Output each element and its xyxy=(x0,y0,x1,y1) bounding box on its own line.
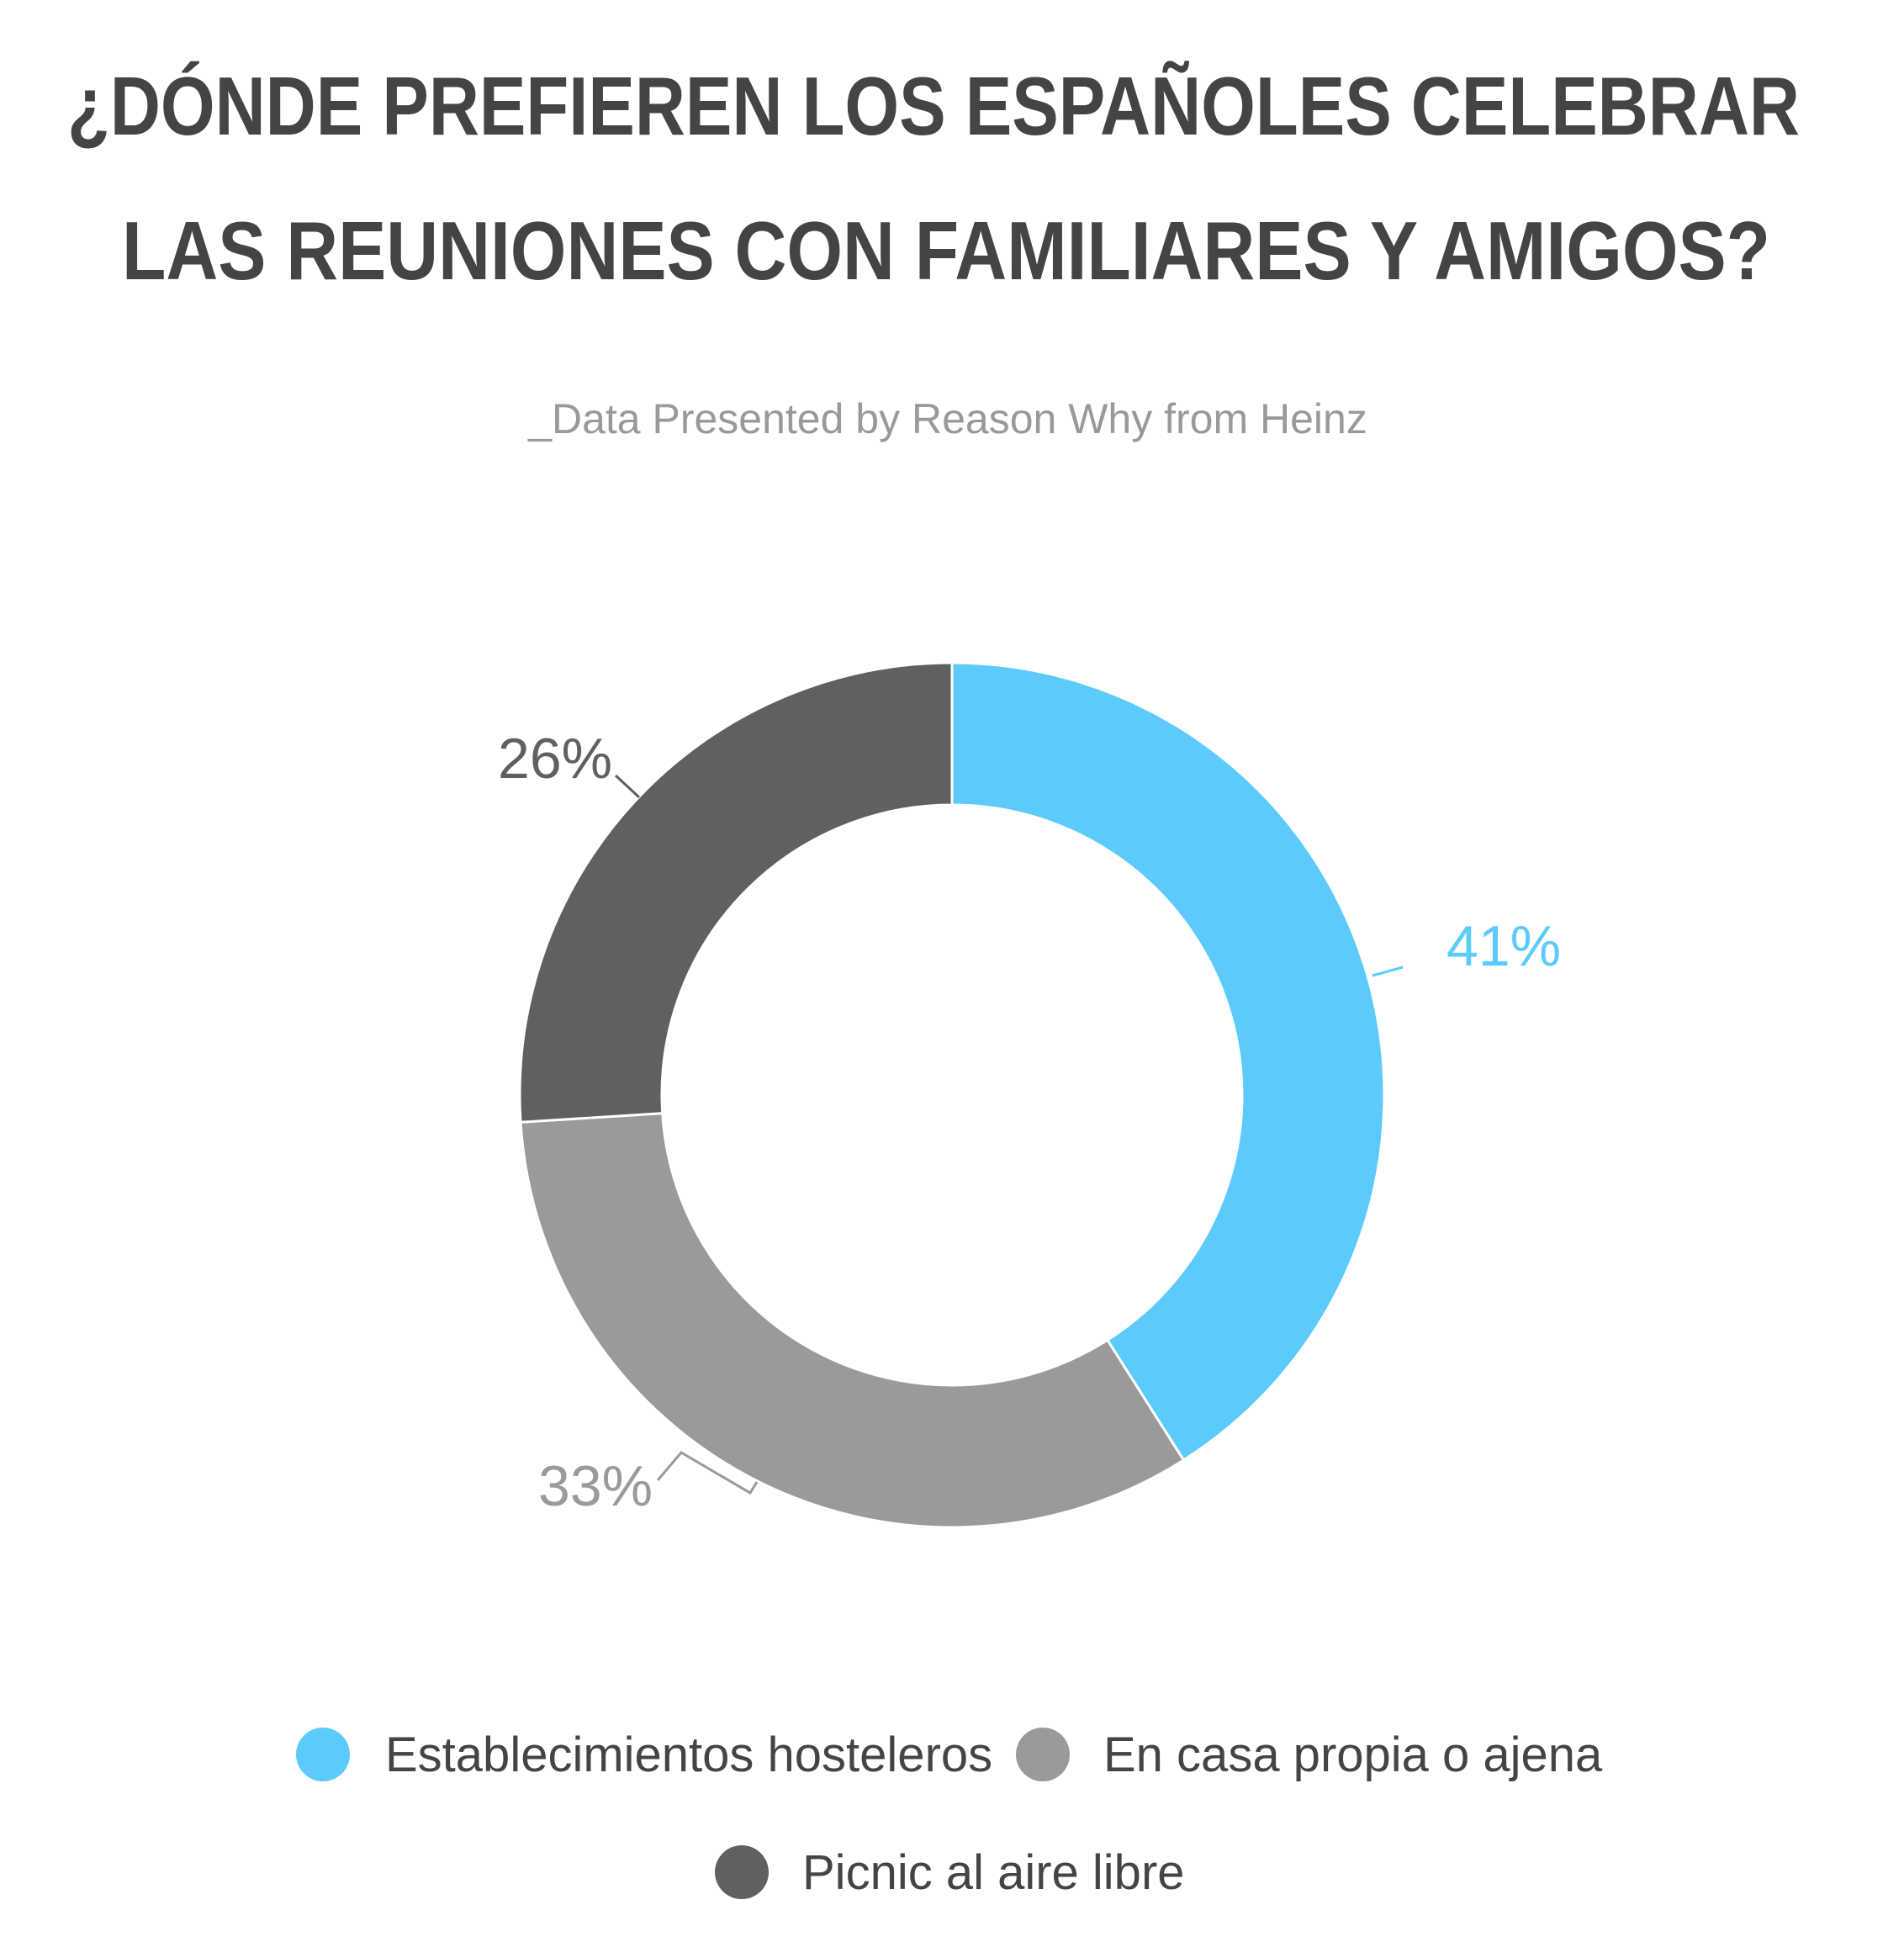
slice-en-casa-propia-o-ajena xyxy=(519,1112,1186,1529)
slice-labels: 41% 33% 26% xyxy=(498,727,1561,1518)
data-label-en-casa-propia-o-ajena: 33% xyxy=(538,1454,653,1518)
donut-slices xyxy=(518,661,1386,1529)
legend-swatch-establecimientos-hosteleros xyxy=(296,1728,350,1781)
legend-label-en-casa-propia-o-ajena: En casa propia o ajena xyxy=(1103,1728,1603,1782)
chart-subtitle: _Data Presented by Reason Why from Heinz xyxy=(527,395,1367,442)
slice-establecimientos-hosteleros xyxy=(950,661,1386,1463)
chart-title-line-2: LAS REUNIONES CON FAMILIARES Y AMIGOS? xyxy=(122,204,1770,297)
legend: Establecimientos hosteleros En casa propi… xyxy=(296,1728,1603,1900)
legend-label-establecimientos-hosteleros: Establecimientos hosteleros xyxy=(385,1728,992,1782)
legend-swatch-picnic-al-aire-libre xyxy=(715,1845,769,1899)
leader-line-en-casa-propia-o-ajena xyxy=(656,1451,759,1495)
data-label-picnic-al-aire-libre: 26% xyxy=(498,727,612,791)
slice-picnic-al-aire-libre xyxy=(518,661,954,1124)
legend-label-picnic-al-aire-libre: Picnic al aire libre xyxy=(802,1845,1185,1900)
leader-line-picnic-al-aire-libre xyxy=(614,774,641,799)
legend-swatch-en-casa-propia-o-ajena xyxy=(1016,1728,1070,1781)
data-label-establecimientos-hosteleros: 41% xyxy=(1447,914,1561,978)
chart-title-line-1: ¿DÓNDE PREFIEREN LOS ESPAÑOLES CELEBRAR xyxy=(67,60,1800,152)
leader-line-establecimientos-hosteleros xyxy=(1372,966,1404,977)
